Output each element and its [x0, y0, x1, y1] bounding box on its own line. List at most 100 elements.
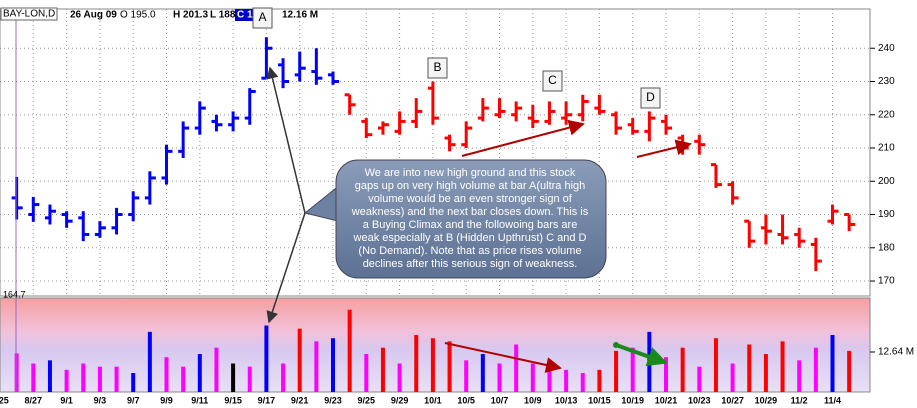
x-tick-label: 8/27	[25, 395, 43, 405]
volume-bar	[114, 366, 119, 392]
overlay: BAY-LON,D 26 Aug 09 O 195.0 H 201.3 L 18…	[0, 7, 692, 373]
callout-line: weak especially at B (Hidden Upthrust) C…	[353, 232, 587, 244]
min-label: 164.7	[3, 289, 26, 299]
volume-bar	[81, 363, 86, 392]
x-tick-label: 9/17	[258, 395, 276, 405]
volume-bar	[430, 338, 435, 392]
volume-bar	[47, 360, 52, 392]
x-tick-label: 9/29	[391, 395, 409, 405]
volume-bar	[397, 363, 402, 392]
volume-bar	[547, 366, 552, 392]
volume-bar	[664, 357, 668, 392]
callout: We are into new high ground and this sto…	[303, 159, 607, 279]
volume-bar	[414, 335, 419, 392]
x-tick-label: 9/25	[358, 395, 376, 405]
volume-bar	[214, 347, 219, 392]
callout-line: a Buying Climax and the followoing bars …	[363, 219, 578, 231]
volume-bar	[647, 331, 652, 392]
arrow	[444, 342, 562, 373]
volume-bar	[131, 373, 136, 392]
annotation-box	[542, 70, 563, 92]
volume-bar	[830, 335, 835, 392]
volume-bar	[797, 360, 802, 392]
volume-bar	[297, 328, 302, 392]
volume-panel	[0, 297, 875, 393]
volume-bar	[813, 347, 818, 392]
volume-bar	[697, 366, 702, 392]
y-tick-label: 210	[878, 143, 895, 154]
annotation-box	[640, 87, 661, 109]
callout-line: (No Demand). Note that as price rises vo…	[358, 245, 581, 257]
annotation: D	[646, 90, 655, 104]
volume-bar	[14, 353, 19, 392]
x-tick-label: 10/9	[524, 395, 542, 405]
y-tick-label: 170	[878, 276, 895, 287]
volume-bar	[597, 369, 602, 392]
volume-bar	[364, 354, 369, 392]
x-tick-label: 8/25	[0, 395, 9, 405]
x-tick-label: 10/15	[588, 395, 611, 405]
volume-bar	[580, 373, 585, 392]
callout-line: declines after this serious sign of weak…	[363, 258, 578, 270]
callout-line: We are into new high ground and this sto…	[365, 167, 576, 179]
volume-bar	[281, 363, 286, 392]
y-tick-label: 220	[878, 109, 895, 120]
callout-line: weakness) and the next bar closes down. …	[351, 206, 589, 218]
arrow	[266, 212, 306, 324]
annotation: B	[433, 60, 441, 74]
volume-bar	[763, 354, 768, 392]
x-tick-label: 9/11	[191, 395, 208, 405]
x-tick-label: 9/1	[60, 395, 73, 405]
x-tick-label: 10/19	[621, 395, 644, 405]
x-tick-label: 9/3	[94, 395, 107, 405]
annotation: A	[258, 10, 266, 24]
annotation-box	[252, 7, 273, 29]
x-tick-label: 10/29	[755, 395, 778, 405]
volume-bar	[147, 331, 152, 392]
volume-bar	[680, 347, 685, 392]
volume-bar	[630, 347, 635, 392]
x-tick-label: 9/21	[291, 395, 309, 405]
callout-box	[335, 159, 607, 279]
volume-bar	[730, 363, 735, 392]
volume-bar	[564, 369, 569, 392]
callout-line: gaps up on very high volume at bar A(ult…	[355, 180, 586, 192]
volume-bar	[331, 338, 335, 392]
annotation: C	[548, 73, 557, 87]
close-highlight	[235, 9, 257, 21]
volume-bar	[64, 369, 69, 392]
y-tick-label: 190	[878, 209, 895, 220]
volume-bar	[164, 357, 169, 392]
volume-bar	[780, 341, 785, 392]
x-tick-label: 11/4	[824, 395, 841, 405]
volume-bar	[447, 341, 452, 392]
x-tick-label: 10/1	[424, 395, 442, 405]
low: L 188.5	[210, 10, 244, 21]
date: 26 Aug 09	[70, 10, 117, 21]
volume-bar	[181, 366, 186, 392]
x-tick-label: 9/23	[324, 395, 342, 405]
y-tick-label: 230	[878, 76, 895, 87]
y-tick-label: 12.64 M	[878, 347, 914, 358]
volume-bar	[314, 341, 319, 392]
volume-bar	[31, 363, 36, 392]
volume-bar	[380, 347, 385, 392]
volume-bar	[614, 350, 619, 392]
volume-bar	[480, 354, 485, 392]
volume-bar	[713, 338, 718, 392]
volume-bar	[747, 344, 752, 392]
y-tick-label: 200	[878, 176, 895, 187]
x-tick-label: 10/21	[655, 395, 678, 405]
x-tick-label: 9/15	[224, 395, 242, 405]
annotation-box	[427, 57, 448, 79]
arrow	[461, 119, 585, 157]
x-tick-label: 10/27	[721, 395, 744, 405]
volume-bar	[514, 344, 519, 392]
arrow	[636, 139, 692, 158]
volume-bar	[464, 360, 469, 392]
x-tick-label: 9/9	[160, 395, 173, 405]
volume-bar	[347, 309, 352, 392]
volume-bar	[847, 350, 852, 392]
x-tick-label: 10/23	[688, 395, 711, 405]
